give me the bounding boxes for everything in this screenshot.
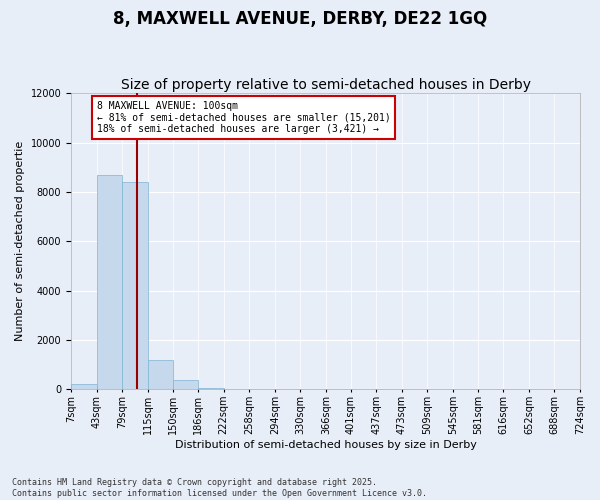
Bar bbox=[71, 384, 97, 390]
Y-axis label: Number of semi-detached propertie: Number of semi-detached propertie bbox=[15, 141, 25, 342]
Bar bbox=[173, 380, 198, 390]
Text: 8, MAXWELL AVENUE, DERBY, DE22 1GQ: 8, MAXWELL AVENUE, DERBY, DE22 1GQ bbox=[113, 10, 487, 28]
Bar bbox=[224, 388, 249, 390]
Bar bbox=[122, 182, 148, 390]
Text: 8 MAXWELL AVENUE: 100sqm
← 81% of semi-detached houses are smaller (15,201)
18% : 8 MAXWELL AVENUE: 100sqm ← 81% of semi-d… bbox=[97, 100, 391, 134]
Text: Contains HM Land Registry data © Crown copyright and database right 2025.
Contai: Contains HM Land Registry data © Crown c… bbox=[12, 478, 427, 498]
Bar bbox=[148, 360, 173, 390]
Title: Size of property relative to semi-detached houses in Derby: Size of property relative to semi-detach… bbox=[121, 78, 530, 92]
X-axis label: Distribution of semi-detached houses by size in Derby: Distribution of semi-detached houses by … bbox=[175, 440, 476, 450]
Bar bbox=[198, 388, 224, 390]
Bar bbox=[97, 174, 122, 390]
